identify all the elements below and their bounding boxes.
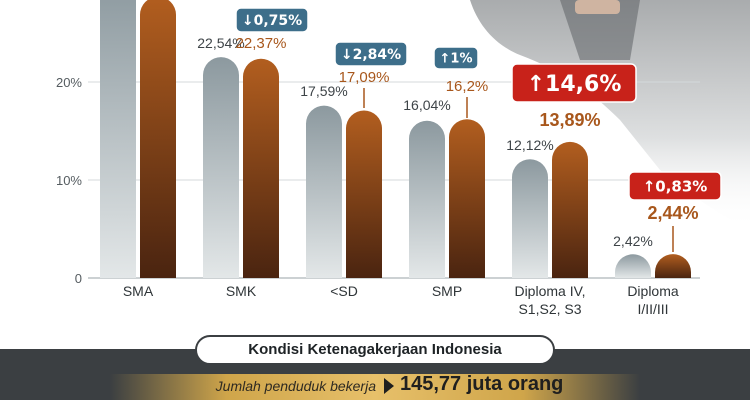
value-label: 22,54% xyxy=(197,35,244,51)
y-tick-label: 20% xyxy=(56,75,82,90)
change-badge: ↑14,6% xyxy=(511,63,637,103)
value-label: 2,44% xyxy=(647,203,698,223)
badge-box xyxy=(511,63,637,103)
x-tick-label: SMA xyxy=(123,283,154,299)
x-tick-label: Diploma xyxy=(627,283,679,299)
y-axis: 0 10% 20% xyxy=(56,75,82,286)
change-badges: ↓0,75% ↓2,84% ↑1% ↑14,6% ↑0,83% xyxy=(235,7,722,201)
badge-box xyxy=(334,41,408,67)
bar-orange xyxy=(655,254,691,278)
bar-gray xyxy=(512,159,548,278)
badge-box xyxy=(235,7,309,33)
change-badge: ↓2,84% xyxy=(334,41,408,67)
bar-gray xyxy=(306,105,342,278)
value-labels: 22,54%22,37% 17,59%17,09% 16,04% 16,2% 12,12… xyxy=(197,35,699,252)
value-label: 22,37% xyxy=(236,35,287,52)
x-tick-label: <SD xyxy=(330,283,358,299)
value-label: 2,42% xyxy=(613,233,653,249)
jumlah-band xyxy=(110,374,640,400)
badge-text: ↓0,75% xyxy=(242,13,302,29)
badge-text: ↑0,83% xyxy=(643,177,708,195)
value-label: 17,09% xyxy=(339,69,390,86)
bar-gray xyxy=(100,0,136,278)
change-badge: ↑0,83% xyxy=(628,171,722,201)
jumlah-label: Jumlah penduduk bekerja xyxy=(215,378,376,394)
bar-orange xyxy=(346,110,382,278)
jumlah-value: 145,77 juta orang xyxy=(400,373,564,395)
value-label: 17,59% xyxy=(300,83,347,99)
badge-box xyxy=(628,171,722,201)
x-tick-label: I/II/III xyxy=(637,301,668,317)
bar-gray xyxy=(409,120,445,278)
kondisi-title: Kondisi Ketenagakerjaan Indonesia xyxy=(195,335,555,365)
value-label: 12,12% xyxy=(506,137,553,153)
y-tick-label: 0 xyxy=(75,271,82,286)
badge-text: ↑1% xyxy=(440,52,473,67)
x-tick-label: S1,S2, S3 xyxy=(518,301,581,317)
triangle-arrow-icon xyxy=(384,378,394,394)
chart-bars xyxy=(100,0,691,279)
x-axis: SMA SMK <SD SMP Diploma IV, S1,S2, S3 Diploma I… xyxy=(123,283,679,317)
x-tick-label: Diploma IV, xyxy=(514,283,585,299)
bar-gray xyxy=(615,254,651,278)
badge-text: ↓2,84% xyxy=(341,47,401,63)
badge-box xyxy=(433,46,479,70)
badge-text: ↑14,6% xyxy=(527,72,622,97)
chart-gridlines xyxy=(88,81,700,279)
value-label: 13,89% xyxy=(539,110,600,130)
change-badge: ↓0,75% xyxy=(235,7,309,33)
x-tick-label: SMP xyxy=(432,283,462,299)
x-tick-label: SMK xyxy=(226,283,257,299)
change-badge: ↑1% xyxy=(433,46,479,70)
bar-orange xyxy=(243,58,279,279)
bar-orange xyxy=(449,119,485,278)
bar-orange xyxy=(552,141,588,278)
y-tick-label: 10% xyxy=(56,173,82,188)
value-label: 16,2% xyxy=(446,78,489,95)
bar-gray xyxy=(203,57,239,279)
value-label: 16,04% xyxy=(403,97,450,113)
bar-orange xyxy=(140,0,176,278)
